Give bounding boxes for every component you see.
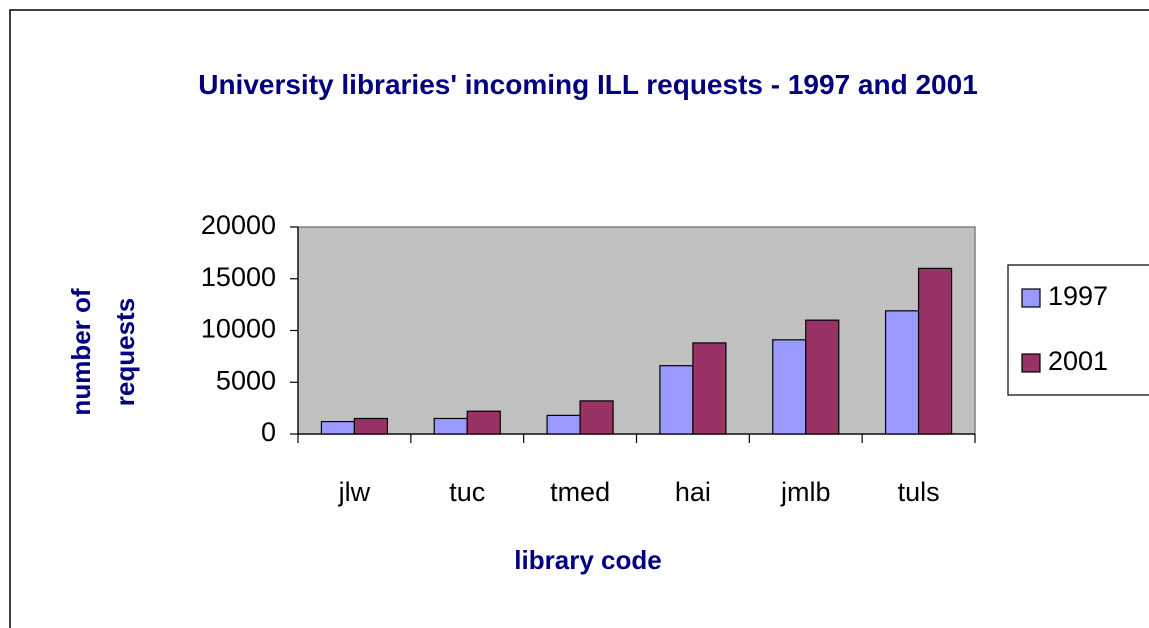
y-tick-label: 15000 [201,262,276,292]
legend-swatch [1021,288,1041,308]
chart-title: University libraries' incoming ILL reque… [198,69,978,100]
bar [772,339,807,435]
bar [466,410,501,435]
legend-box [1007,264,1149,396]
legend-swatch [1021,353,1041,373]
bar [659,365,694,435]
bar [433,417,468,435]
plot-area [297,226,976,435]
bar [692,342,727,435]
bar [353,417,389,435]
bar [805,319,840,435]
x-axis-label: library code [514,545,662,575]
legend-label: 2001 [1048,346,1108,376]
bar [884,310,920,435]
y-tick-label: 20000 [201,210,276,240]
y-tick-label: 10000 [201,314,276,344]
x-tick-label: hai [675,477,711,507]
x-tick-label: tuc [449,477,485,507]
x-tick-label: jlw [338,477,371,507]
bar [320,420,356,435]
y-axis-label: number of requests [66,288,140,416]
bar [579,400,614,435]
x-tick-label: tuls [898,477,940,507]
chart-border [9,9,1149,628]
legend-label: 1997 [1048,281,1108,311]
y-tick-label: 5000 [216,365,276,395]
x-tick-label: jmlb [780,477,831,507]
y-tick-label: 0 [261,417,276,447]
bar [546,414,581,435]
x-tick-label: tmed [550,477,610,507]
bar [917,267,953,435]
